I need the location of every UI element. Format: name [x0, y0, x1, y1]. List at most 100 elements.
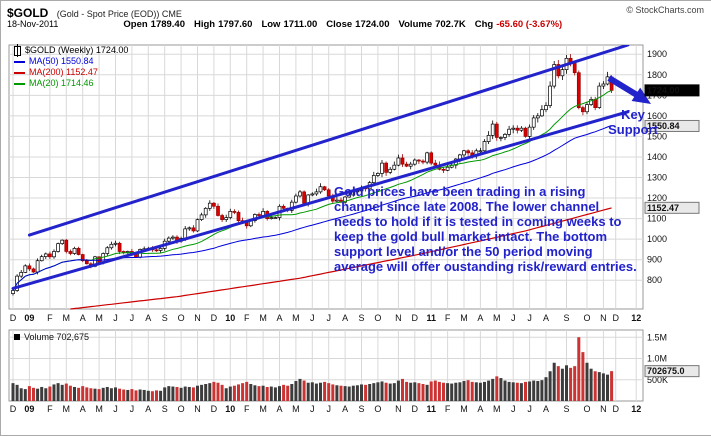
- month-label: A: [477, 313, 483, 323]
- volume-callout-label: 702675.0: [647, 366, 685, 376]
- month-label: D: [612, 404, 619, 414]
- annotation-text: Gold prices have been trading in a risin…: [334, 184, 637, 274]
- quote-value: 1724.00: [355, 19, 390, 30]
- month-label: 09: [24, 404, 34, 414]
- month-label: N: [194, 313, 201, 323]
- ma200-line-icon: [14, 71, 25, 74]
- month-label: N: [600, 404, 607, 414]
- axis-callout-label: 1550.84: [647, 121, 680, 131]
- month-label: A: [145, 313, 151, 323]
- price-tick-label: 1600: [647, 111, 667, 121]
- quote-label: Chg: [474, 19, 494, 30]
- month-label: A: [342, 404, 348, 414]
- month-label: A: [80, 313, 86, 323]
- month-label: N: [600, 313, 607, 323]
- month-label: M: [95, 404, 103, 414]
- month-label: 09: [24, 313, 34, 323]
- month-label: A: [276, 313, 282, 323]
- month-label: A: [80, 404, 86, 414]
- price-tick-label: 900: [647, 255, 662, 265]
- volume-bars: [11, 337, 614, 401]
- month-label: J: [113, 404, 118, 414]
- month-label: S: [162, 404, 168, 414]
- month-label: 11: [426, 313, 436, 323]
- month-label: J: [130, 313, 135, 323]
- legend-row-ma200: MA(200) 1152.47: [14, 67, 128, 78]
- month-label: J: [527, 404, 532, 414]
- month-label: M: [460, 313, 468, 323]
- price-tick-label: 1000: [647, 234, 667, 244]
- month-label: N: [395, 313, 402, 323]
- quote-label: Low: [261, 19, 281, 30]
- month-label: O: [374, 313, 381, 323]
- quote-label: Open: [123, 19, 148, 30]
- legend-row-ma50: MA(50) 1550.84: [14, 56, 128, 67]
- month-label: A: [342, 313, 348, 323]
- month-label: D: [412, 313, 419, 323]
- month-label: 10: [225, 313, 235, 323]
- month-label: A: [145, 404, 151, 414]
- ma20-line: [12, 89, 612, 291]
- month-label: J: [511, 313, 516, 323]
- quote-value: 1711.00: [283, 19, 318, 30]
- chart-header: $GOLD (Gold - Spot Price (EOD)) CME © St…: [7, 4, 706, 22]
- ma200-line: [70, 207, 612, 310]
- month-label: M: [259, 313, 267, 323]
- month-label: J: [511, 404, 516, 414]
- month-label: S: [162, 313, 168, 323]
- month-label: F: [47, 313, 53, 323]
- volume-tick-label: 1.5M: [647, 332, 667, 342]
- month-label: J: [326, 404, 331, 414]
- volume-legend-text: Volume 702,675: [24, 332, 89, 342]
- month-label: O: [178, 313, 185, 323]
- month-label: A: [276, 404, 282, 414]
- month-label: O: [583, 313, 590, 323]
- month-label: M: [259, 404, 267, 414]
- legend-text-ma200: MA(200) 1152.47: [29, 67, 98, 77]
- month-label: F: [445, 404, 451, 414]
- price-tick-label: 800: [647, 275, 662, 285]
- channel-upper-line: [27, 45, 630, 237]
- legend-text-ma20: MA(20) 1714.46: [29, 78, 94, 88]
- axis-callout-label: 1152.47: [647, 203, 679, 213]
- month-label: N: [395, 404, 402, 414]
- quote-value: 1789.40: [150, 19, 185, 30]
- legend-row-price: $GOLD (Weekly) 1724.00: [14, 43, 128, 57]
- ma20-line-icon: [14, 82, 25, 85]
- volume-tick-label: 1.0M: [647, 354, 667, 364]
- month-label: A: [543, 313, 549, 323]
- month-label: A: [477, 404, 483, 414]
- ma-value-box: [644, 119, 700, 132]
- price-tick-label: 1500: [647, 131, 667, 141]
- legend-text-ma50: MA(50) 1550.84: [29, 56, 94, 66]
- month-label: N: [194, 404, 201, 414]
- price-tick-label: 1200: [647, 193, 667, 203]
- month-label: S: [358, 404, 364, 414]
- month-label: D: [412, 404, 419, 414]
- ma50-line-icon: [14, 60, 25, 63]
- key-support-arrow: [631, 87, 651, 104]
- month-label: D: [211, 313, 218, 323]
- stockcharts-credit: © StockCharts.com: [626, 5, 704, 15]
- price-legend: $GOLD (Weekly) 1724.00 MA(50) 1550.84 MA…: [14, 43, 128, 89]
- price-tick-label: 1100: [647, 214, 666, 224]
- candles: [11, 54, 614, 296]
- month-label: 12: [631, 404, 641, 414]
- quote-label: Volume: [398, 19, 433, 30]
- candlestick-icon: [14, 43, 21, 57]
- volume-legend-icon: [14, 334, 20, 340]
- month-label: F: [244, 313, 250, 323]
- month-label: F: [244, 404, 250, 414]
- month-label: D: [612, 313, 619, 323]
- month-label: D: [10, 313, 17, 323]
- month-label: J: [527, 313, 532, 323]
- month-label: O: [583, 404, 590, 414]
- month-label: 12: [631, 313, 641, 323]
- month-label: S: [358, 313, 364, 323]
- month-label: J: [310, 313, 315, 323]
- month-label: J: [326, 313, 331, 323]
- month-label: O: [178, 404, 185, 414]
- volume-tick-label: 500K: [647, 375, 668, 385]
